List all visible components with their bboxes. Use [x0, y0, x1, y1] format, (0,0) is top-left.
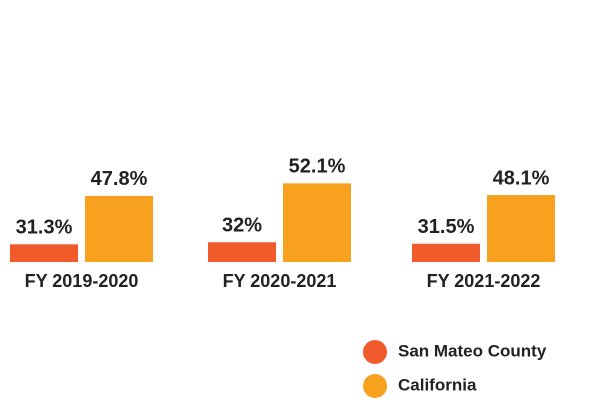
- x-tick-label: FY 2020-2021: [223, 271, 337, 291]
- bar: [208, 242, 276, 262]
- legend-swatch: [363, 340, 387, 364]
- value-label: 31.5%: [418, 216, 475, 238]
- value-label: 32%: [222, 215, 262, 237]
- x-tick-label: FY 2019-2020: [25, 271, 139, 291]
- value-label: 48.1%: [493, 167, 550, 189]
- bar: [85, 195, 153, 262]
- legend-label: California: [398, 375, 477, 394]
- bar: [283, 183, 351, 262]
- bar: [487, 195, 555, 262]
- value-label: 47.8%: [91, 168, 148, 190]
- value-label: 52.1%: [289, 156, 346, 178]
- x-tick-label: FY 2021-2022: [427, 271, 541, 291]
- bar: [412, 243, 480, 262]
- bar: [10, 244, 78, 262]
- legend-label: San Mateo County: [398, 341, 547, 360]
- value-label: 31.3%: [16, 217, 73, 239]
- legend-swatch: [363, 374, 387, 398]
